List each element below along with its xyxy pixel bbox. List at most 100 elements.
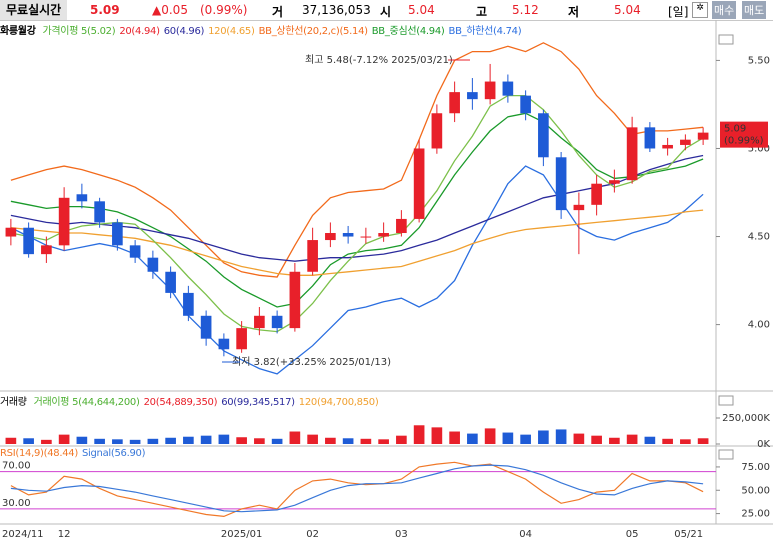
rsi-legend: RSI(14,9)(48.44) Signal(56.90)	[0, 448, 149, 459]
volume-bar	[271, 438, 283, 444]
legend-item: BB_중심선(4.94)	[371, 26, 445, 37]
candle-body	[200, 315, 212, 339]
candle-body	[449, 92, 460, 114]
candle-body	[112, 222, 123, 246]
y-tick-label: 75.00	[741, 462, 770, 473]
annotation-low: 최저 3.82(+33.25% 2025/01/13)	[232, 356, 391, 368]
last-price-box	[720, 121, 768, 148]
open: 5.04	[408, 3, 435, 17]
x-tick-label: 03	[395, 529, 408, 540]
volume-title: 거래량	[0, 397, 27, 408]
x-tick-label: 04	[519, 529, 532, 540]
legend-item: 60(99,345,517)	[221, 397, 295, 408]
panel-icon[interactable]	[718, 34, 734, 45]
candle-body	[378, 233, 389, 237]
volume-bar	[573, 433, 585, 444]
volume-bar	[484, 428, 496, 444]
candle-body	[502, 81, 514, 96]
panel-icon[interactable]	[718, 449, 734, 460]
reference-label: 70.00	[2, 461, 31, 472]
volume-bar	[626, 434, 638, 444]
candle-body	[271, 315, 283, 329]
volume-bar	[254, 438, 265, 444]
volume: 37,136,053	[302, 3, 371, 17]
x-tick-label: 2025/01	[221, 529, 263, 540]
volume-bar	[697, 438, 709, 444]
volume-bar	[413, 425, 425, 444]
price: 5.09	[90, 3, 120, 17]
sell-button[interactable]: 매도	[742, 1, 767, 19]
y-tick-label: 5.50	[748, 55, 770, 66]
candle-body	[680, 139, 691, 145]
candle-body	[626, 127, 638, 181]
volume-bar	[58, 434, 70, 444]
x-tick-label: 05	[626, 529, 639, 540]
candle-body	[5, 227, 17, 237]
candle-body	[697, 132, 709, 140]
high-label: 고	[476, 5, 488, 19]
volume-bar	[41, 439, 52, 444]
overlay-line	[10, 165, 704, 375]
candle-body	[520, 95, 531, 114]
candle-body	[94, 201, 105, 223]
candle-body	[129, 245, 141, 258]
candle-body	[360, 236, 372, 238]
quote-header: 무료실시간 5.09 ▲0.05 (0.99%) 거 37,136,053 시 …	[0, 0, 773, 21]
candle-body	[609, 180, 620, 184]
last-change: (0.99%)	[724, 136, 764, 147]
legend-item: BB_상한선(20,2,c)(5.14)	[258, 26, 368, 37]
settings-button[interactable]: ✲	[692, 2, 708, 18]
overlay-line	[10, 94, 704, 333]
volume-bar	[538, 430, 549, 444]
candle-body	[644, 127, 656, 149]
y-tick-label: 0K	[757, 439, 770, 450]
change: ▲0.05	[152, 3, 188, 17]
y-tick-label: 25.00	[741, 509, 770, 520]
last-price: 5.09	[724, 124, 746, 135]
candle-body	[236, 328, 247, 350]
volume-bar	[342, 438, 354, 444]
volume-bar	[200, 435, 212, 444]
rsi-line	[10, 461, 704, 518]
volume-bar	[680, 439, 691, 444]
buy-button[interactable]: 매수	[712, 1, 737, 19]
overlay-line	[10, 112, 704, 308]
legend-item: BB_하한선(4.74)	[448, 26, 522, 37]
legend-item: 20(54,889,350)	[143, 397, 218, 408]
candle-body	[183, 292, 194, 316]
volume-bar	[662, 438, 673, 444]
volume-bar	[555, 429, 567, 444]
y-tick-label: 4.00	[748, 320, 770, 331]
stock-name: 화릉월강	[0, 26, 36, 37]
open-label: 시	[380, 5, 392, 19]
volume-bar	[23, 438, 34, 444]
candle-body	[41, 245, 52, 255]
candle-body	[147, 257, 159, 272]
candle-body	[591, 183, 602, 205]
candle-body	[396, 218, 407, 234]
legend-item: 20(4.94)	[119, 26, 160, 37]
candle-body	[555, 157, 567, 211]
period-button[interactable]: [일]	[668, 5, 689, 19]
panel-icon[interactable]	[718, 395, 734, 406]
candle-body	[76, 194, 88, 202]
overlay-line	[10, 209, 704, 276]
volume-label: 거	[272, 5, 284, 19]
candle-body	[254, 315, 265, 329]
x-tick-label: 02	[306, 529, 319, 540]
legend-item: 120(4.65)	[208, 26, 255, 37]
volume-bar	[609, 437, 620, 444]
volume-bar	[431, 427, 443, 444]
x-tick-label: 05/21	[674, 529, 703, 540]
volume-bar	[467, 433, 478, 444]
legend-item: 120(94,700,850)	[298, 397, 379, 408]
candle-body	[573, 204, 585, 211]
candle-body	[165, 271, 176, 293]
candle-body	[484, 81, 496, 100]
volume-bar	[76, 436, 88, 444]
high: 5.12	[512, 3, 539, 17]
volume-bar	[218, 434, 230, 444]
volume-bar	[449, 431, 460, 444]
candle-body	[23, 227, 34, 255]
